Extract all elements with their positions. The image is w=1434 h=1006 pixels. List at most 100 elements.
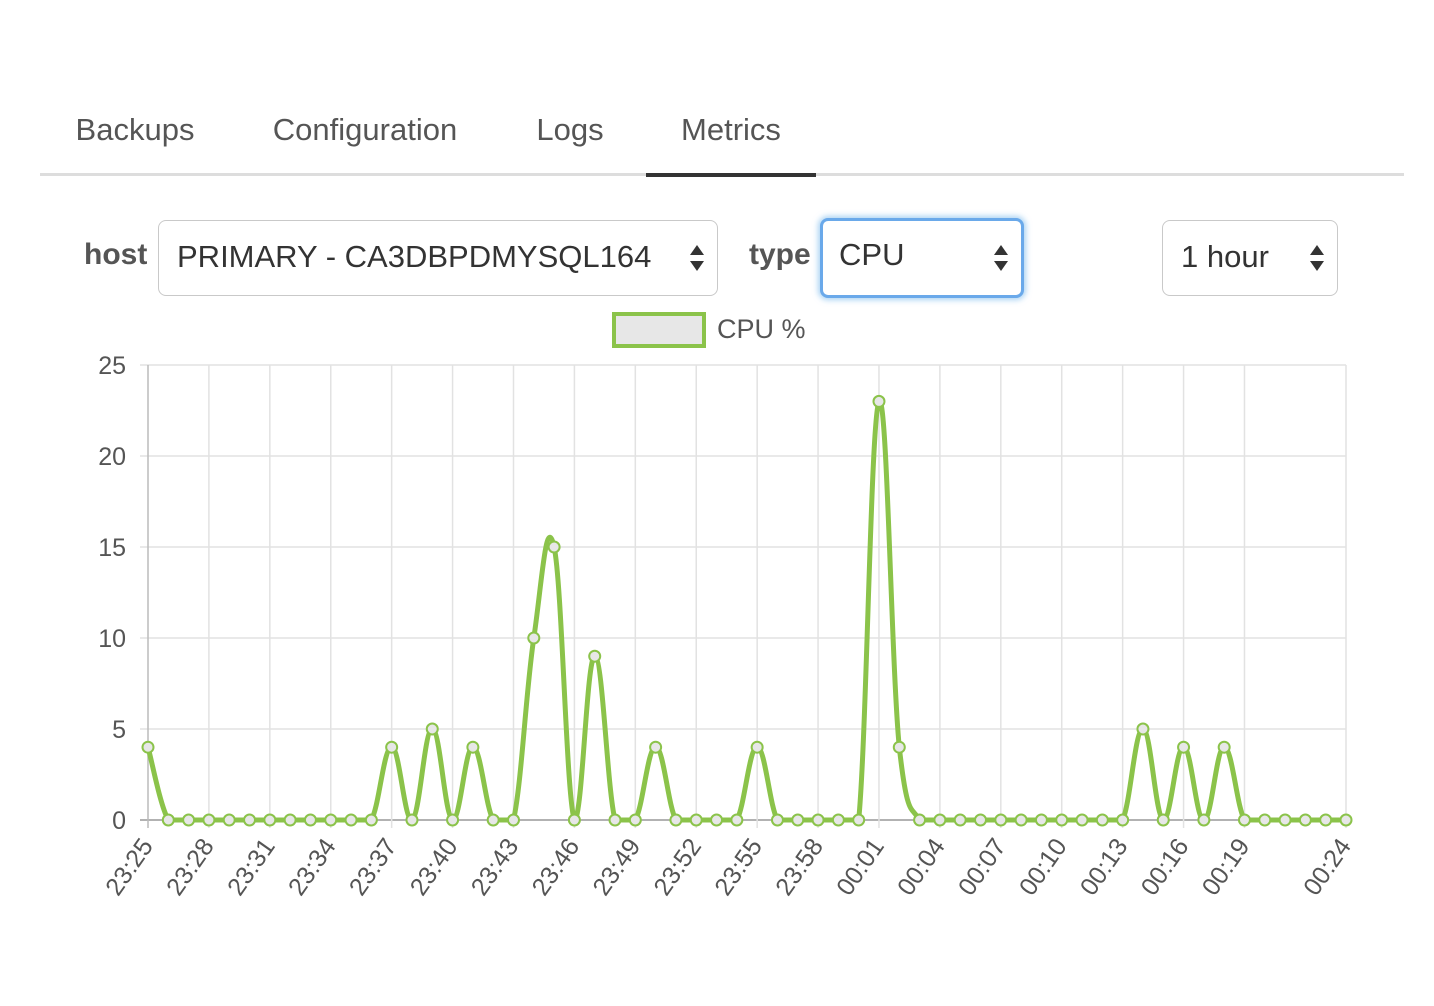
y-tick-label: 25 xyxy=(98,352,126,380)
data-point xyxy=(1075,813,1089,827)
data-point xyxy=(161,813,175,827)
x-tick-label: 23:25 xyxy=(100,833,159,900)
tab-configuration[interactable]: Configuration xyxy=(272,112,458,147)
data-point xyxy=(689,813,703,827)
data-point xyxy=(1298,813,1312,827)
y-tick-label: 0 xyxy=(112,807,126,835)
host-select[interactable]: PRIMARY - CA3DBPDMYSQL164 xyxy=(158,220,718,296)
data-point xyxy=(141,740,155,754)
data-point xyxy=(1116,813,1130,827)
x-tick-label: 00:10 xyxy=(1014,833,1073,900)
data-point xyxy=(750,740,764,754)
data-point xyxy=(588,649,602,663)
host-select-value: PRIMARY - CA3DBPDMYSQL164 xyxy=(177,239,652,274)
x-tick-label: 23:55 xyxy=(709,833,768,900)
data-point xyxy=(425,722,439,736)
x-tick-label: 23:31 xyxy=(222,833,281,900)
x-tick-label: 23:28 xyxy=(161,833,220,900)
data-point xyxy=(892,740,906,754)
data-point xyxy=(222,813,236,827)
data-point xyxy=(1136,722,1150,736)
x-tick-label: 00:24 xyxy=(1298,833,1357,900)
tab-logs[interactable]: Logs xyxy=(536,112,604,147)
tab-backups[interactable]: Backups xyxy=(75,112,195,147)
data-point xyxy=(567,813,581,827)
data-point xyxy=(994,813,1008,827)
data-point xyxy=(364,813,378,827)
data-point xyxy=(446,813,460,827)
y-tick-label: 5 xyxy=(112,716,126,744)
y-tick-label: 15 xyxy=(98,534,126,562)
data-point xyxy=(1177,740,1191,754)
data-point xyxy=(405,813,419,827)
x-tick-label: 00:19 xyxy=(1197,833,1256,900)
data-point xyxy=(1095,813,1109,827)
data-point xyxy=(303,813,317,827)
range-select[interactable]: 1 hour xyxy=(1162,220,1338,296)
x-tick-label: 23:49 xyxy=(587,833,646,900)
data-point xyxy=(1339,813,1353,827)
data-point xyxy=(1237,813,1251,827)
data-point xyxy=(344,813,358,827)
x-tick-label: 23:43 xyxy=(466,833,525,900)
data-point xyxy=(1034,813,1048,827)
x-tick-label: 00:07 xyxy=(953,833,1012,900)
data-point xyxy=(506,813,520,827)
select-arrows-icon xyxy=(993,245,1009,273)
x-tick-label: 23:58 xyxy=(770,833,829,900)
type-select-value: CPU xyxy=(839,237,905,272)
range-select-value: 1 hour xyxy=(1181,239,1269,274)
data-point xyxy=(1258,813,1272,827)
data-point xyxy=(953,813,967,827)
select-arrows-icon xyxy=(689,245,705,273)
data-point xyxy=(202,813,216,827)
tab-metrics[interactable]: Metrics xyxy=(646,100,816,177)
data-point xyxy=(263,813,277,827)
data-point xyxy=(791,813,805,827)
data-point xyxy=(466,740,480,754)
data-point xyxy=(669,813,683,827)
x-tick-label: 00:13 xyxy=(1075,833,1134,900)
x-tick-label: 23:46 xyxy=(527,833,586,900)
data-point xyxy=(486,813,500,827)
x-tick-label: 23:37 xyxy=(344,833,403,900)
select-arrows-icon xyxy=(1309,245,1325,273)
data-point xyxy=(1319,813,1333,827)
data-point xyxy=(872,394,886,408)
data-point xyxy=(385,740,399,754)
data-point xyxy=(1156,813,1170,827)
y-tick-label: 20 xyxy=(98,443,126,471)
data-point xyxy=(527,631,541,645)
y-tick-label: 10 xyxy=(98,625,126,653)
legend-swatch xyxy=(612,312,706,348)
data-point xyxy=(324,813,338,827)
cpu-series-line xyxy=(145,398,1346,823)
tab-bar: Backups Configuration Logs Metrics xyxy=(40,100,1404,177)
legend-label: CPU % xyxy=(717,314,806,344)
data-point xyxy=(283,813,297,827)
type-label: type xyxy=(749,238,811,271)
data-point xyxy=(1055,813,1069,827)
data-point xyxy=(608,813,622,827)
data-point xyxy=(852,813,866,827)
data-point xyxy=(1278,813,1292,827)
data-point xyxy=(182,813,196,827)
data-point xyxy=(243,813,257,827)
type-select[interactable]: CPU xyxy=(820,218,1024,298)
data-point xyxy=(974,813,988,827)
data-point xyxy=(628,813,642,827)
data-point xyxy=(770,813,784,827)
data-point xyxy=(831,813,845,827)
data-point xyxy=(710,813,724,827)
x-tick-label: 23:52 xyxy=(648,833,707,900)
data-point xyxy=(1197,813,1211,827)
x-tick-label: 23:34 xyxy=(283,833,342,900)
x-tick-label: 00:16 xyxy=(1136,833,1195,900)
host-label: host xyxy=(84,238,148,271)
data-point xyxy=(811,813,825,827)
x-tick-label: 00:01 xyxy=(831,833,890,900)
x-tick-label: 23:40 xyxy=(405,833,464,900)
data-point xyxy=(933,813,947,827)
data-point xyxy=(730,813,744,827)
